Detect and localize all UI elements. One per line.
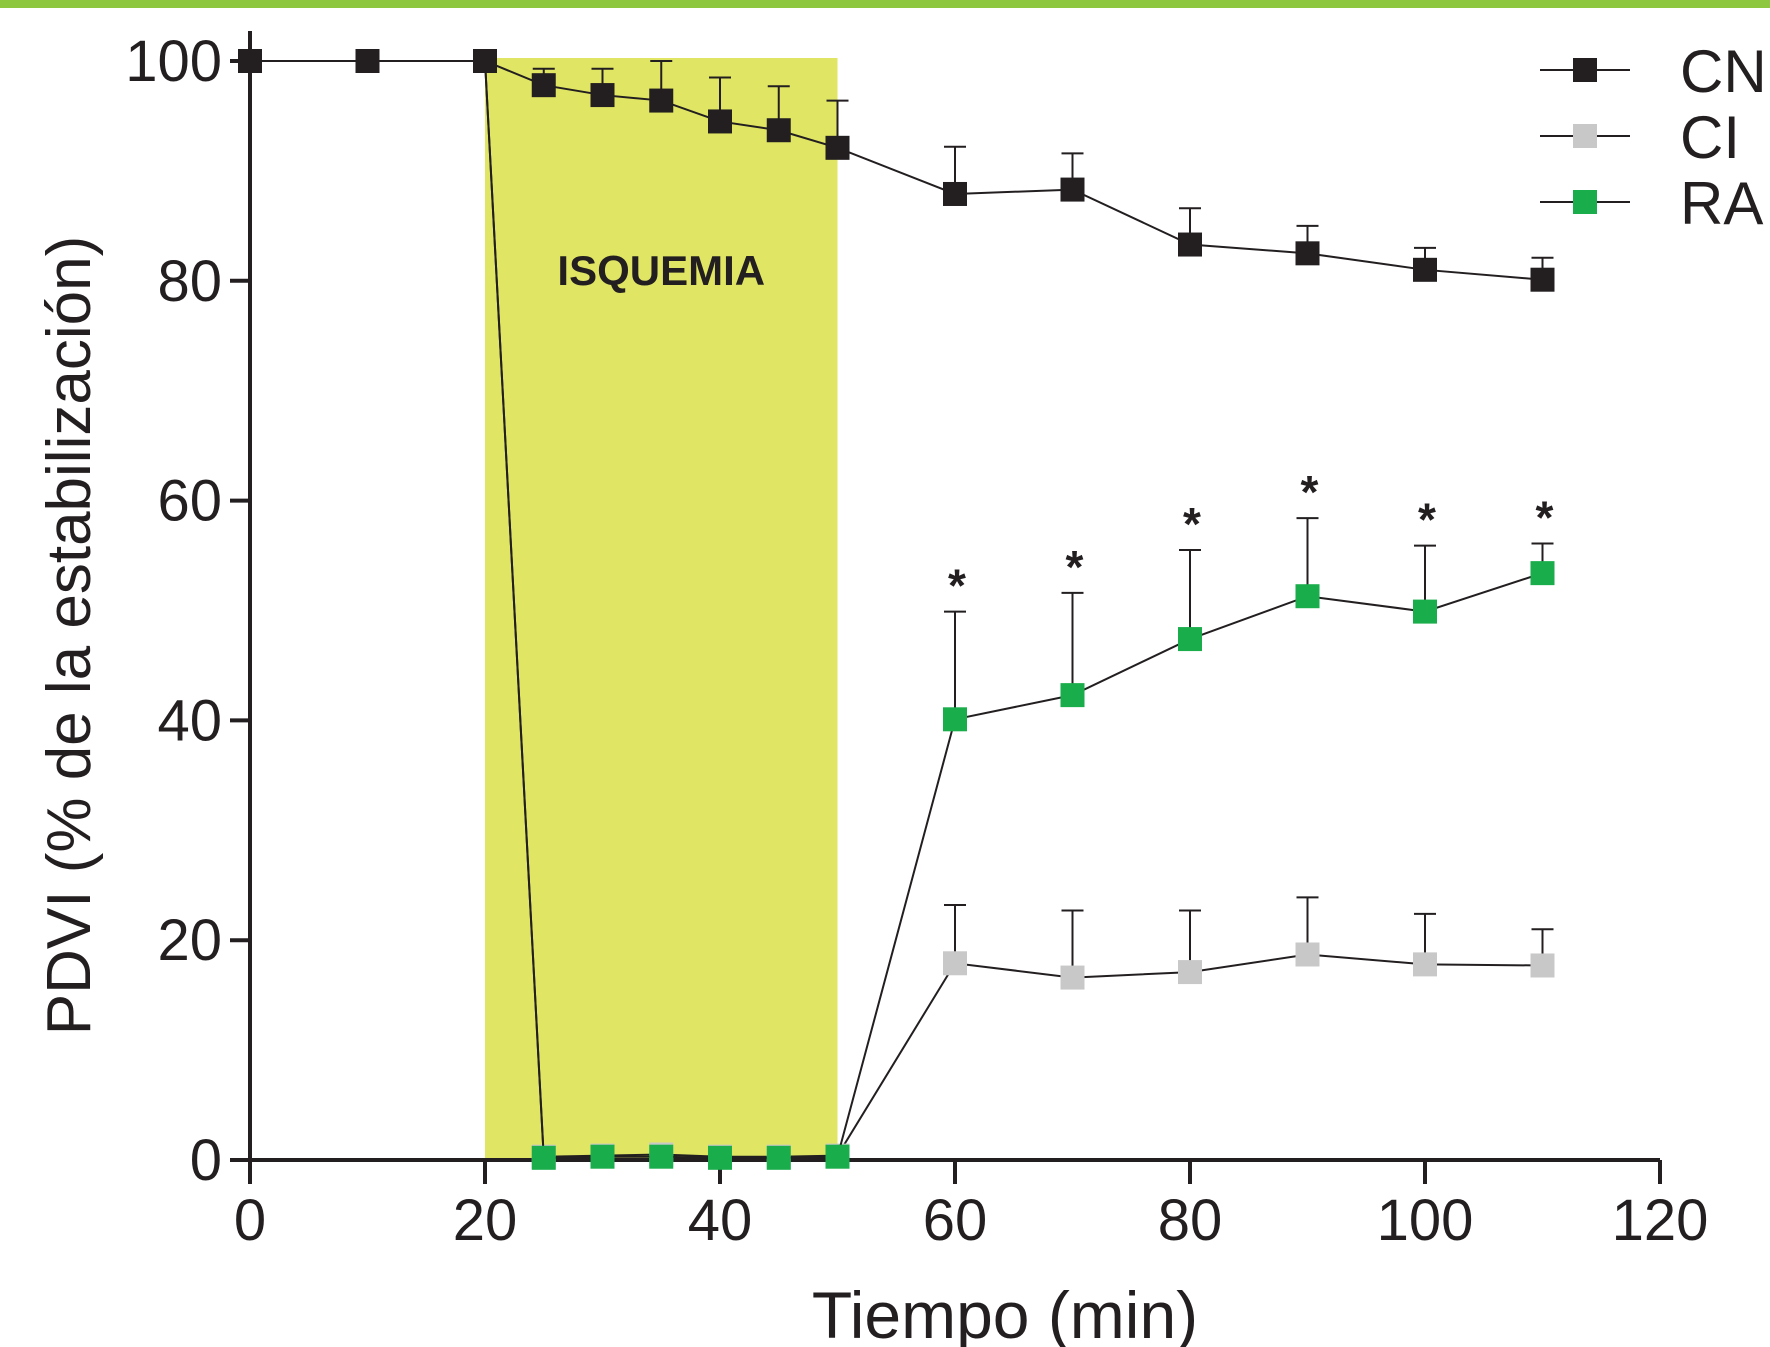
legend-item-CI: CI [1540, 104, 1740, 171]
top-band [0, 0, 1770, 8]
series-RA [484, 60, 1555, 1170]
data-point-RA [1295, 584, 1320, 609]
data-point-CN [1530, 267, 1555, 292]
data-point-RA [1530, 561, 1555, 586]
legend-label: RA [1680, 170, 1763, 237]
x-tick-label: 20 [453, 1188, 518, 1253]
data-point-CN [1413, 257, 1437, 282]
data-point-CN [531, 73, 556, 98]
legend-item-RA: RA [1540, 170, 1763, 237]
series-line-CN [250, 60, 1543, 281]
data-point-RA [766, 1145, 791, 1170]
data-point-CN [1295, 241, 1320, 266]
isquemia-region [485, 58, 838, 1160]
significance-star: * [1418, 494, 1436, 546]
x-tick-label: 0 [234, 1188, 266, 1253]
legend-label: CN [1680, 38, 1767, 105]
data-point-CN [590, 83, 615, 108]
significance-star: * [1301, 466, 1319, 518]
data-point-RA [1060, 683, 1085, 708]
legend-item-CN: CN [1540, 38, 1767, 105]
data-point-CN [238, 49, 262, 73]
axes: 0 20 40 60 80 100 120 0 20 40 60 80 100 [125, 29, 1708, 1253]
data-point-CN [649, 88, 674, 113]
data-point-CN [766, 118, 791, 143]
data-point-RA [825, 1144, 850, 1169]
y-axis-label: PDVI (% de la estabilización) [35, 236, 104, 1035]
legend-marker [1573, 190, 1597, 214]
data-point-RA [590, 1144, 615, 1169]
data-point-CN [708, 109, 732, 134]
data-point-RA [649, 1144, 674, 1169]
legend-marker [1573, 58, 1597, 82]
data-point-RA [708, 1145, 732, 1170]
data-point-CI [1295, 942, 1320, 967]
data-point-CI [1530, 953, 1555, 978]
x-tick-label: 40 [688, 1188, 753, 1253]
isquemia-label: ISQUEMIA [557, 247, 765, 294]
x-tick-label: 80 [1158, 1188, 1223, 1253]
data-point-CN [473, 49, 497, 73]
data-point-CN [355, 49, 380, 73]
x-tick-label: 60 [923, 1188, 988, 1253]
series-CN [238, 49, 1555, 292]
data-point-CN [943, 181, 967, 206]
x-tick-label: 100 [1377, 1188, 1474, 1253]
x-axis-label: Tiempo (min) [812, 1278, 1198, 1347]
data-point-CI [943, 951, 967, 976]
y-tick-label: 80 [157, 249, 222, 314]
data-point-RA [1178, 627, 1202, 652]
series-layer [238, 49, 1555, 1170]
data-point-CN [825, 135, 850, 160]
significance-star: * [1183, 498, 1201, 550]
y-tick-label: 0 [190, 1128, 222, 1193]
significance-markers: * * * * * * [948, 466, 1554, 611]
legend-label: CI [1680, 104, 1740, 171]
data-point-CN [1178, 232, 1202, 257]
y-tick-label: 40 [157, 688, 222, 753]
data-point-CI [1060, 965, 1085, 990]
x-tick-label: 120 [1612, 1188, 1709, 1253]
legend-marker [1573, 124, 1597, 148]
y-tick-label: 60 [157, 469, 222, 534]
significance-star: * [1066, 541, 1084, 593]
data-point-CN [1060, 177, 1085, 202]
y-tick-label: 100 [125, 29, 222, 94]
data-point-CI [1178, 960, 1202, 985]
data-point-RA [943, 707, 967, 732]
data-point-RA [531, 1145, 556, 1170]
significance-star: * [948, 560, 966, 612]
y-tick-label: 20 [157, 908, 222, 973]
data-point-CI [1413, 952, 1437, 977]
data-point-RA [1413, 599, 1437, 624]
significance-star: * [1536, 491, 1554, 543]
